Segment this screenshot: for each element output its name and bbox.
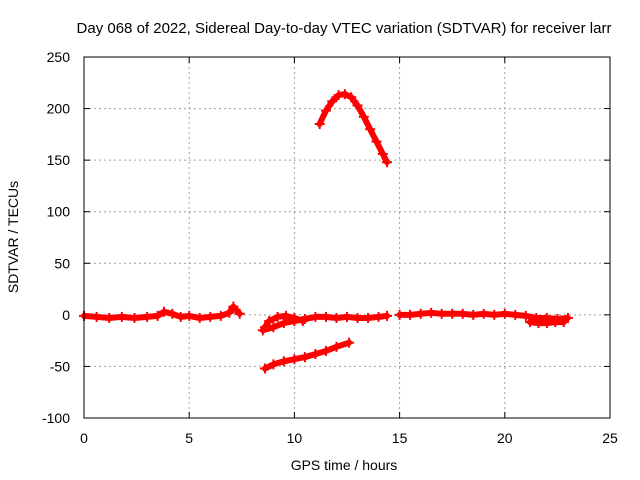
data-point [167,308,178,319]
x-tick-label: 0 [80,430,88,446]
grid-lines [84,57,610,418]
data-point [510,309,521,320]
data-point [520,310,531,321]
data-point [91,311,102,322]
data-point [116,311,127,322]
data-point [426,307,437,318]
data-point [363,312,374,323]
data-point [320,345,331,356]
data-point [352,312,363,323]
x-axis-label: GPS time / hours [291,457,398,473]
y-tick-label: 0 [62,307,70,323]
data-point [289,312,300,323]
data-point [320,311,331,322]
x-tick-label: 5 [185,430,193,446]
data-point [184,310,195,321]
data-point [447,308,458,319]
data-point [371,136,382,147]
y-tick-label: 50 [54,255,70,271]
data-point [272,311,283,322]
data-point [310,311,321,322]
data-point [405,309,416,320]
x-tick-label: 10 [287,430,303,446]
data-point [344,337,355,348]
data-point [550,317,561,328]
data-point [558,317,569,328]
y-tick-label: -50 [50,358,70,374]
data-point [224,307,235,318]
x-tick-label: 20 [497,430,513,446]
data-point [373,311,384,322]
data-point [314,119,325,130]
data-point [268,359,279,370]
data-point [346,92,357,103]
data-point [320,105,331,116]
data-point [264,316,275,327]
data-point [457,308,468,319]
data-point [533,318,544,329]
data-point [394,309,405,320]
data-point [142,311,153,322]
data-point [331,341,342,352]
y-tick-label: 200 [47,101,71,117]
x-tick-label: 15 [392,430,408,446]
data-point [175,311,186,322]
series-line [316,91,390,166]
data-point [331,312,342,323]
data-point [478,308,489,319]
data-point [381,310,392,321]
tick-labels: 0 5 10 15 20 25 -100 -50 0 50 100 150 200 250 [42,49,618,446]
data-point [152,310,163,321]
data-point [299,352,310,363]
data-point [499,308,510,319]
x-tick-label: 25 [602,430,618,446]
data-point [259,363,270,374]
data-point [259,322,270,333]
chart-title: Day 068 of 2022, Sidereal Day-to-day VTE… [77,20,612,37]
y-axis-label: SDTVAR / TECUs [5,181,21,293]
data-point [489,309,500,320]
plot-frame [83,56,611,419]
data-point [365,124,376,135]
y-tick-label: 150 [47,152,71,168]
data-point [228,301,239,312]
data-point [289,354,300,365]
y-tick-label: 100 [47,204,71,220]
data-point [468,309,479,320]
data-point [280,310,291,321]
data-point [194,312,205,323]
y-tick-label: -100 [42,410,70,426]
data-point [215,310,226,321]
data-point [381,157,392,168]
data-point [358,111,369,122]
plot-data [79,89,573,374]
data-point [436,308,447,319]
data-point [278,318,289,329]
data-point [205,311,216,322]
data-point [352,100,363,111]
data-point [377,148,388,159]
data-point [297,316,308,327]
data-point [541,318,552,329]
data-point [310,349,321,360]
data-point [158,306,169,317]
data-point [234,308,245,319]
data-point [525,317,536,328]
data-point [268,322,279,333]
data-point [333,90,344,101]
data-point [104,312,115,323]
data-point [415,308,426,319]
data-point [129,312,140,323]
y-tick-label: 250 [47,49,71,65]
data-point [339,89,350,100]
data-point [342,311,352,322]
axis-ticks [83,56,611,419]
data-point [278,356,289,367]
data-point [327,96,338,107]
